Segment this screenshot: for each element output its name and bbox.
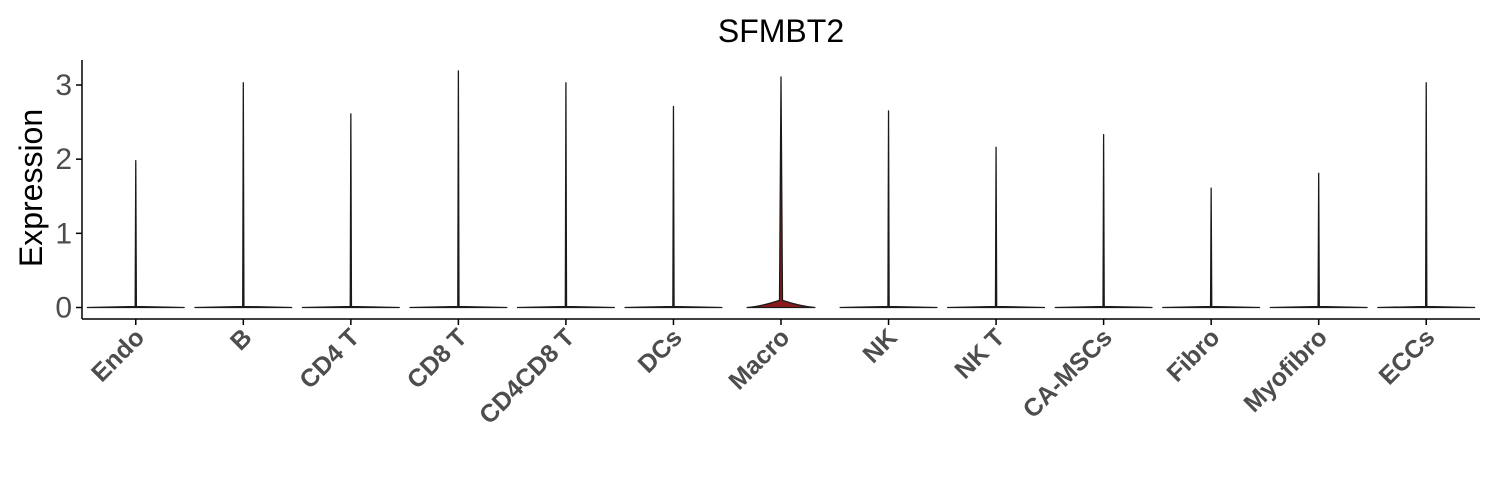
- x-tick-label: NK T: [949, 323, 1010, 384]
- x-tick-label: Fibro: [1161, 323, 1225, 387]
- violin-cd4cd8-t: [516, 82, 615, 309]
- violin-nk: [839, 110, 938, 309]
- violin-macro: [746, 76, 816, 309]
- violin-myofibro: [1269, 172, 1368, 309]
- x-tick-label: Macro: [723, 323, 795, 395]
- x-tick-label: B: [225, 323, 258, 356]
- violin-cd8-t: [409, 70, 508, 309]
- chart-title: SFMBT2: [718, 13, 844, 49]
- violin-endo: [86, 160, 185, 309]
- x-axis: Endo B CD4 T CD8 T CD4CD8 T DCs Macro NK NK T CA-…: [82, 318, 1480, 430]
- y-tick-label: 3: [55, 69, 72, 102]
- x-tick-label: CD4 T: [294, 323, 365, 394]
- x-tick-label: DCs: [633, 323, 688, 378]
- y-tick-label: 1: [55, 217, 72, 250]
- violin-b: [194, 82, 293, 309]
- x-tick-label: CA-MSCs: [1018, 323, 1118, 423]
- x-tick-label: NK: [857, 323, 902, 368]
- y-tick-label: 0: [55, 292, 72, 325]
- violin-cd4-t: [301, 113, 400, 309]
- violin-ca-mscs: [1054, 134, 1153, 309]
- violin-dcs: [624, 105, 723, 309]
- violin-eccs: [1377, 82, 1476, 309]
- violins: [86, 70, 1476, 309]
- x-tick-label: Endo: [86, 323, 150, 387]
- y-axis-label: Expression: [13, 109, 49, 267]
- violin-nk-t: [947, 146, 1046, 309]
- violin-fibro: [1162, 187, 1261, 309]
- y-axis: 0 1 2 3: [55, 60, 83, 325]
- x-tick-label: ECCs: [1374, 323, 1441, 390]
- x-tick-label: CD4CD8 T: [474, 323, 580, 429]
- x-tick-label: CD8 T: [402, 323, 473, 394]
- x-tick-label: Myofibro: [1239, 323, 1333, 417]
- y-tick-label: 2: [55, 143, 72, 176]
